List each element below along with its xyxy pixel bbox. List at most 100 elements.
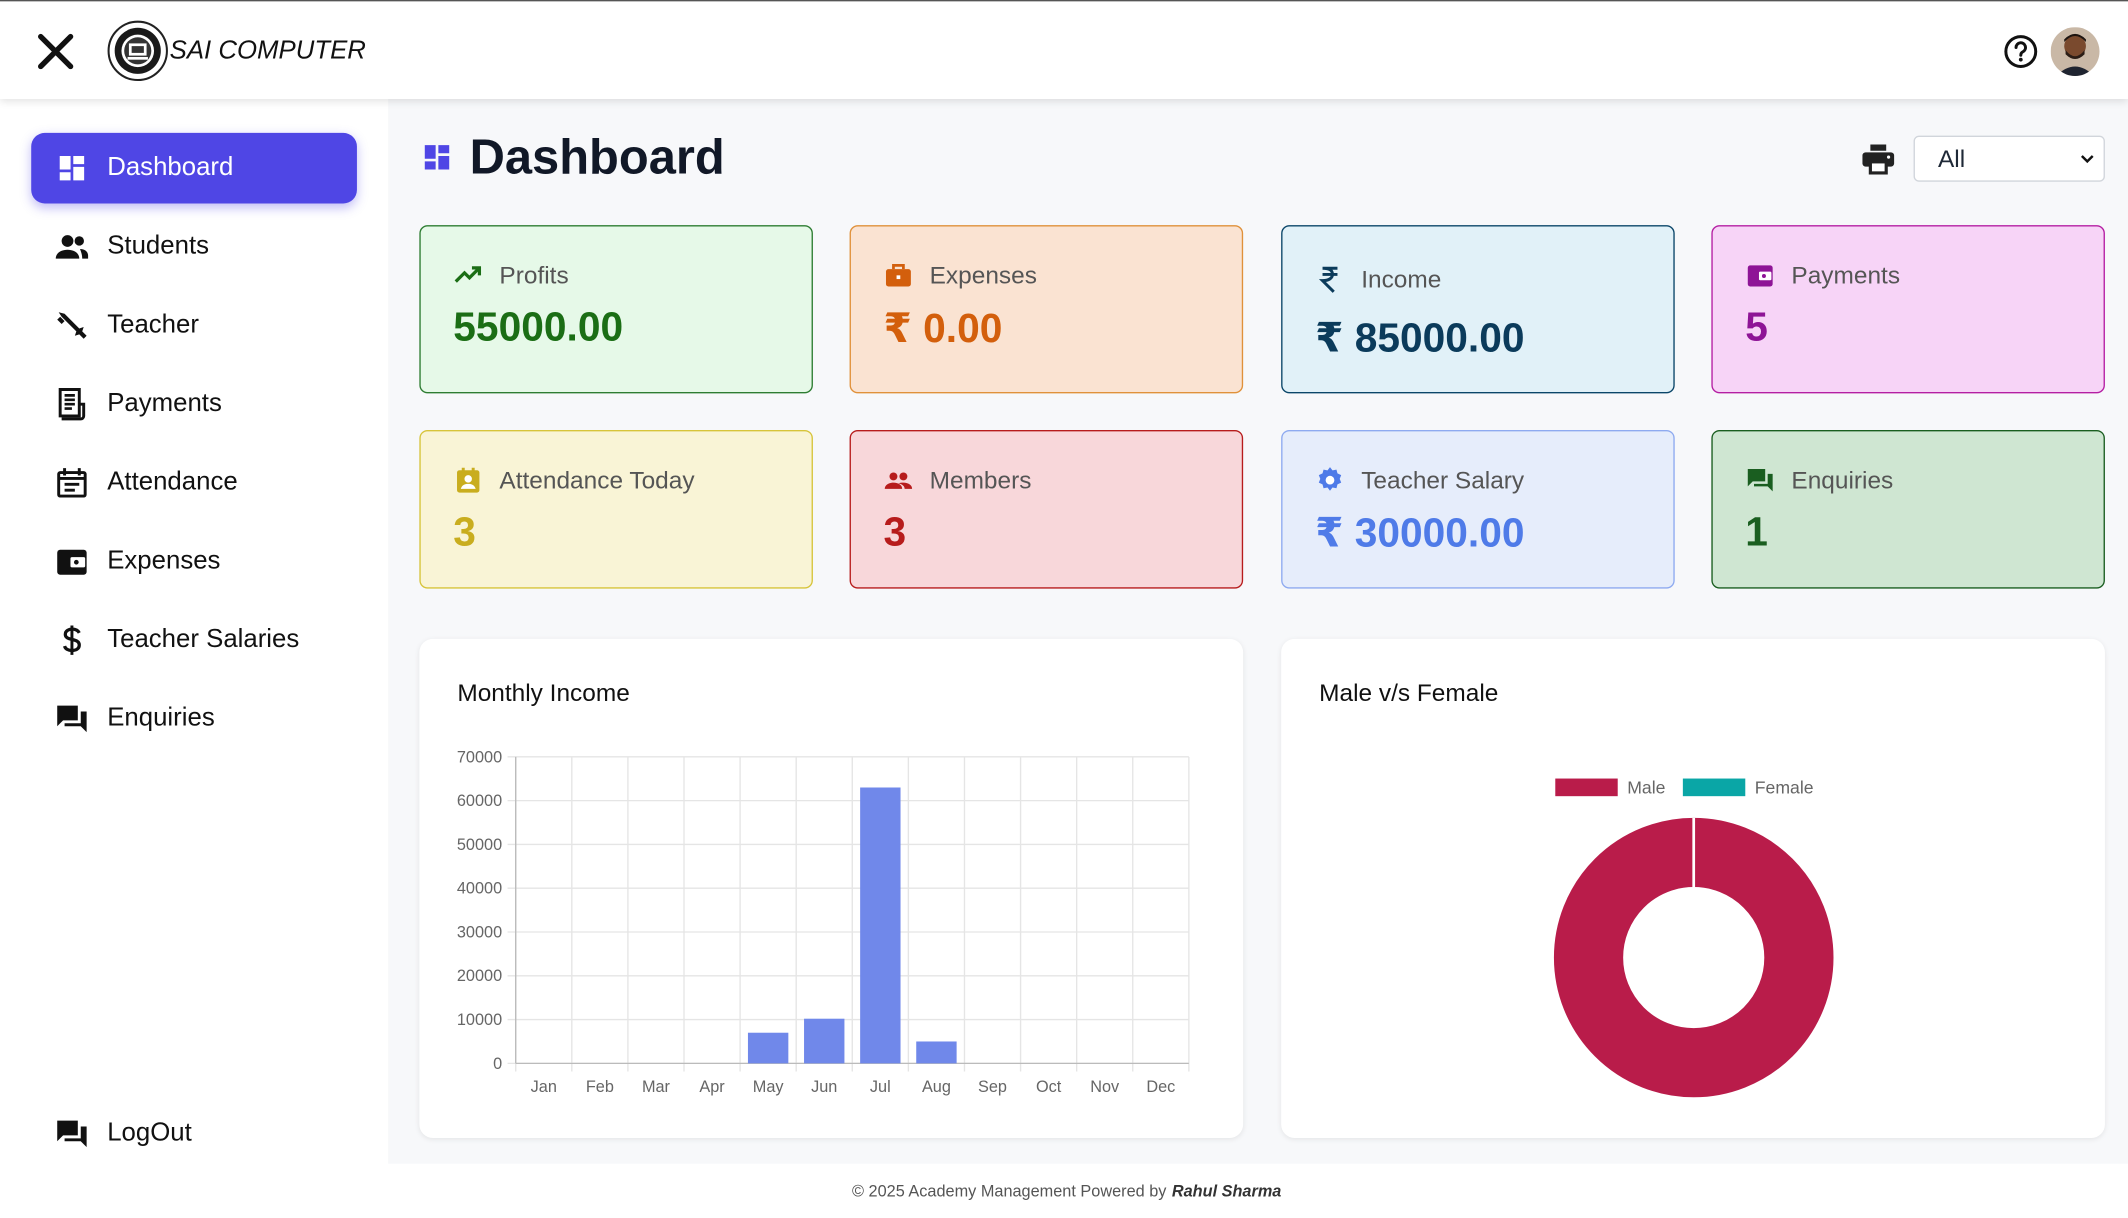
sidebar-item-payments[interactable]: Payments [31,369,357,440]
stat-card-label-row: Attendance Today [453,464,811,497]
stat-card-value: ₹ 30000.00 [1315,511,1525,557]
y-tick-label: 30000 [457,923,502,941]
bar-aug [916,1041,957,1064]
x-tick-label: Apr [699,1078,725,1096]
wallet-icon [54,544,89,579]
legend-label-male: Male [1627,777,1665,797]
stat-card-enquiries[interactable]: Enquiries 1 [1711,429,2105,589]
stat-card-value: ₹ 85000.00 [1315,316,1525,361]
forum-icon [54,701,89,736]
x-tick-label: Jul [870,1078,891,1096]
stat-card-label-row: Payments [1745,259,2103,292]
receipt-icon [54,387,89,422]
stat-card-label: Enquiries [1791,465,1894,494]
sidebar-item-students[interactable]: Students [31,212,357,283]
sidebar-item-expenses[interactable]: Expenses [31,526,357,597]
y-tick-label: 40000 [457,880,502,898]
sidebar-item-label: Teacher Salaries [107,625,300,654]
panel-title: Monthly Income [457,679,630,707]
stat-card-profits[interactable]: Profits 55000.00 [419,225,813,394]
x-tick-label: Oct [1036,1078,1062,1096]
filter-select[interactable]: All [1913,135,2105,182]
gender-chart: Male Female [1553,777,1834,1098]
stat-card-label: Teacher Salary [1361,465,1525,494]
badge-icon [453,465,483,495]
people-icon [54,229,89,264]
x-tick-label: Aug [922,1078,951,1096]
trending-up-icon [453,260,483,290]
sidebar-item-teacher-salaries[interactable]: Teacher Salaries [31,605,357,676]
stat-card-expenses[interactable]: Expenses ₹ 0.00 [849,225,1244,394]
footer-author: Rahul Sharma [1171,1181,1282,1201]
gender-panel: Male v/s Female Male Female [1281,638,2105,1138]
stat-card-label-row: Members [883,464,1241,497]
stat-card-income[interactable]: Income ₹ 85000.00 [1281,225,1675,394]
stat-card-label-row: Teacher Salary [1315,464,1673,497]
top-bar: SAI COMPUTER [0,0,2128,100]
stat-card-label-row: Profits [453,259,811,292]
page-title-text: Dashboard [469,128,725,185]
x-tick-label: Mar [642,1078,671,1096]
monthly-income-panel: Monthly Income 0 10000 20000 30000 40000 5000… [419,638,1244,1138]
chevron-down-icon [2080,155,2094,164]
bar-jul [860,787,901,1064]
legend-swatch-female [1682,778,1746,797]
avatar[interactable] [2050,27,2100,76]
stat-card-label: Payments [1791,261,1901,289]
x-tick-label: Sep [978,1078,1007,1096]
stat-card-label: Members [929,465,1032,494]
panel-title: Male v/s Female [1319,679,1499,707]
sidebar-item-label: Enquiries [107,703,215,733]
logout-button[interactable]: LogOut [31,1099,357,1170]
wallet-icon [1745,260,1775,290]
brand-name: SAI COMPUTER [169,36,366,66]
footer-text: © 2025 Academy Management Powered by [852,1181,1167,1201]
sidebar-item-dashboard[interactable]: Dashboard [31,132,357,204]
stat-card-value: ₹ 0.00 [883,306,1003,352]
sidebar-item-attendance[interactable]: Attendance [31,448,357,519]
logout-label: LogOut [107,1118,192,1148]
dashboard-icon [424,145,450,170]
print-icon[interactable] [1859,140,1897,178]
x-tick-label: Nov [1090,1078,1120,1096]
briefcase-icon [883,260,913,290]
group-icon [883,465,913,495]
legend-swatch-male [1555,778,1618,797]
filter-value: All [1937,144,1966,172]
page-title: Dashboard [421,129,725,186]
stat-card-value: 55000.00 [453,305,624,350]
main-content: Dashboard All Profits 55000.00 Expenses … [388,99,2128,1164]
x-tick-label: Jan [531,1078,557,1096]
sidebar-item-teacher[interactable]: Teacher [31,290,357,361]
sidebar-item-label: Attendance [107,467,238,497]
logo [107,20,168,82]
bar-may [747,1032,789,1064]
y-tick-label: 10000 [457,1011,502,1029]
x-tick-label: Feb [586,1078,614,1096]
bar-jun [804,1018,845,1064]
sidebar-item-label: Payments [107,389,222,418]
forum-icon [54,1116,89,1151]
stat-card-label: Expenses [929,261,1037,289]
stat-card-label-row: Enquiries [1745,464,2103,497]
dashboard-icon [54,151,89,186]
help-icon[interactable] [2003,34,2038,69]
legend-label-female: Female [1755,777,1814,797]
gear-icon [1315,465,1345,495]
sidebar-item-enquiries[interactable]: Enquiries [31,684,357,755]
x-tick-label: Dec [1146,1078,1175,1096]
stat-card-teacher-salary[interactable]: Teacher Salary ₹ 30000.00 [1281,429,1675,589]
stat-card-label: Income [1361,265,1442,293]
stat-card-payments[interactable]: Payments 5 [1711,225,2105,394]
dollar-icon [54,623,89,658]
stat-card-value: 3 [883,509,907,555]
stat-card-label: Profits [499,261,569,289]
monthly-income-chart: 0 10000 20000 30000 40000 50000 60000 70000 Jan F… [457,748,1190,1096]
sidebar-item-label: Dashboard [107,153,234,182]
sidebar-item-label: Students [107,231,209,261]
stat-card-label: Attendance Today [499,465,695,494]
y-tick-label: 20000 [457,967,502,985]
close-icon[interactable] [33,28,79,74]
stat-card-members[interactable]: Members 3 [849,429,1244,589]
stat-card-attendance-today[interactable]: Attendance Today 3 [419,429,813,589]
